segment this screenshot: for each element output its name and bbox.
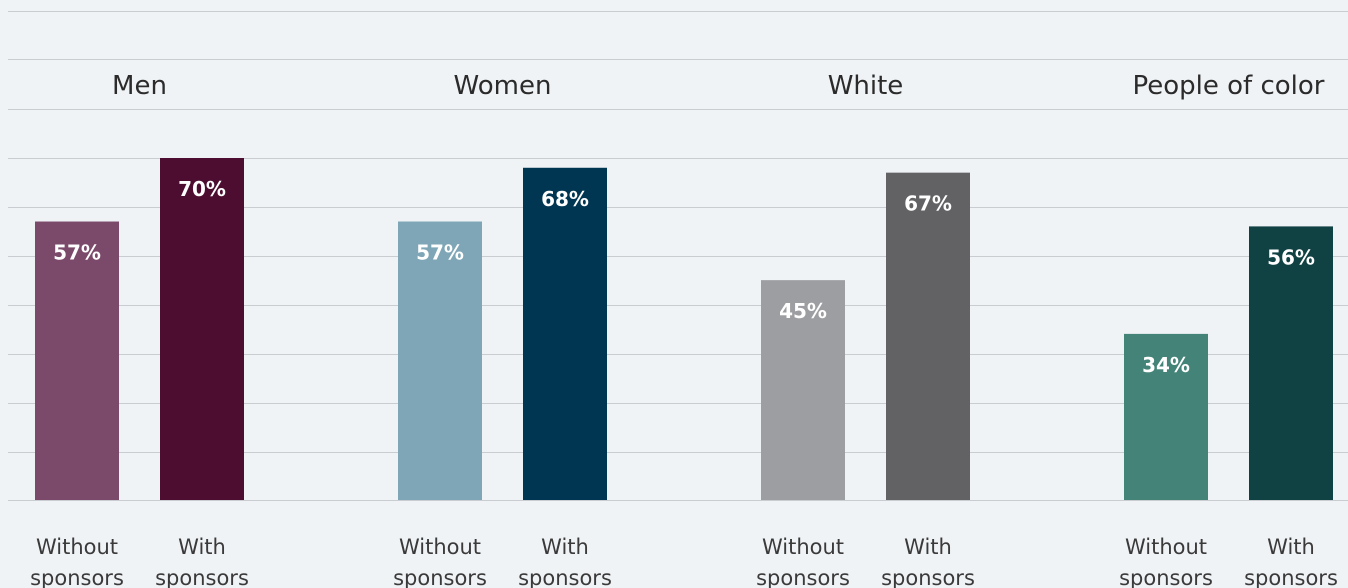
bar <box>1124 333 1208 500</box>
bar-value-label: 57% <box>53 241 101 265</box>
category-label: With <box>178 535 226 559</box>
group-title: Women <box>454 71 552 101</box>
bar-value-label: 56% <box>1267 245 1315 269</box>
category-label: sponsors <box>518 566 612 588</box>
category-label: Without <box>762 535 844 559</box>
bar <box>160 158 244 500</box>
bar-value-label: 68% <box>541 187 589 211</box>
bar <box>398 221 482 500</box>
bar <box>1249 226 1333 500</box>
bar-value-label: 45% <box>779 299 827 323</box>
category-label: With <box>541 535 589 559</box>
bar-value-label: 70% <box>178 177 226 201</box>
category-label: sponsors <box>756 566 850 588</box>
bar <box>886 172 970 500</box>
bar-value-label: 67% <box>904 192 952 216</box>
bar-value-label: 57% <box>416 241 464 265</box>
category-label: sponsors <box>881 566 975 588</box>
bar <box>35 221 119 500</box>
group-title: People of color <box>1133 71 1325 101</box>
category-label: Without <box>1125 535 1207 559</box>
category-label: With <box>1267 535 1315 559</box>
category-label: Without <box>36 535 118 559</box>
group-title: Men <box>112 71 167 101</box>
category-label: sponsors <box>1119 566 1213 588</box>
group-title: White <box>828 71 904 101</box>
category-label: sponsors <box>155 566 249 588</box>
bar <box>523 167 607 500</box>
bar <box>761 280 845 500</box>
category-label: Without <box>399 535 481 559</box>
category-label: sponsors <box>30 566 124 588</box>
category-label: sponsors <box>393 566 487 588</box>
bar-value-label: 34% <box>1142 353 1190 377</box>
category-label: sponsors <box>1244 566 1338 588</box>
category-label: With <box>904 535 952 559</box>
